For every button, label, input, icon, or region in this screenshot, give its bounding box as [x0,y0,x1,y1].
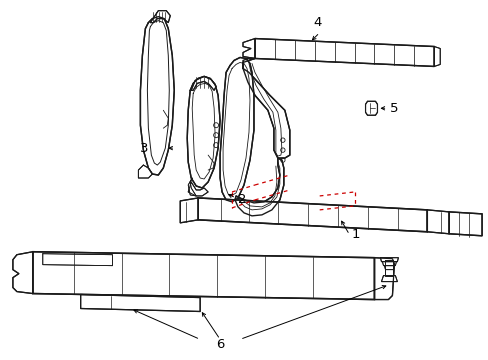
Polygon shape [140,17,174,175]
Polygon shape [382,262,396,266]
Polygon shape [191,76,216,90]
Polygon shape [384,266,394,270]
Text: 2: 2 [238,193,246,206]
Polygon shape [220,58,253,202]
Polygon shape [448,212,481,236]
Polygon shape [254,39,433,67]
Polygon shape [433,46,439,67]
Polygon shape [198,198,427,232]
Text: 6: 6 [216,338,224,351]
Polygon shape [180,198,198,223]
Text: 1: 1 [351,228,359,241]
Text: 3: 3 [140,141,149,155]
Polygon shape [81,294,200,311]
Polygon shape [188,182,208,196]
Polygon shape [243,58,289,158]
Polygon shape [381,276,397,282]
Polygon shape [427,210,448,234]
Polygon shape [138,165,152,178]
Polygon shape [13,252,33,293]
Polygon shape [243,39,254,58]
Polygon shape [42,254,112,266]
Polygon shape [374,258,394,300]
Text: 5: 5 [388,102,397,115]
Polygon shape [380,258,398,262]
Polygon shape [33,252,374,300]
Text: 4: 4 [313,15,321,28]
Polygon shape [187,76,220,188]
Polygon shape [365,101,377,115]
Polygon shape [385,260,393,276]
Polygon shape [188,178,196,196]
Polygon shape [150,11,170,23]
Polygon shape [235,158,283,216]
